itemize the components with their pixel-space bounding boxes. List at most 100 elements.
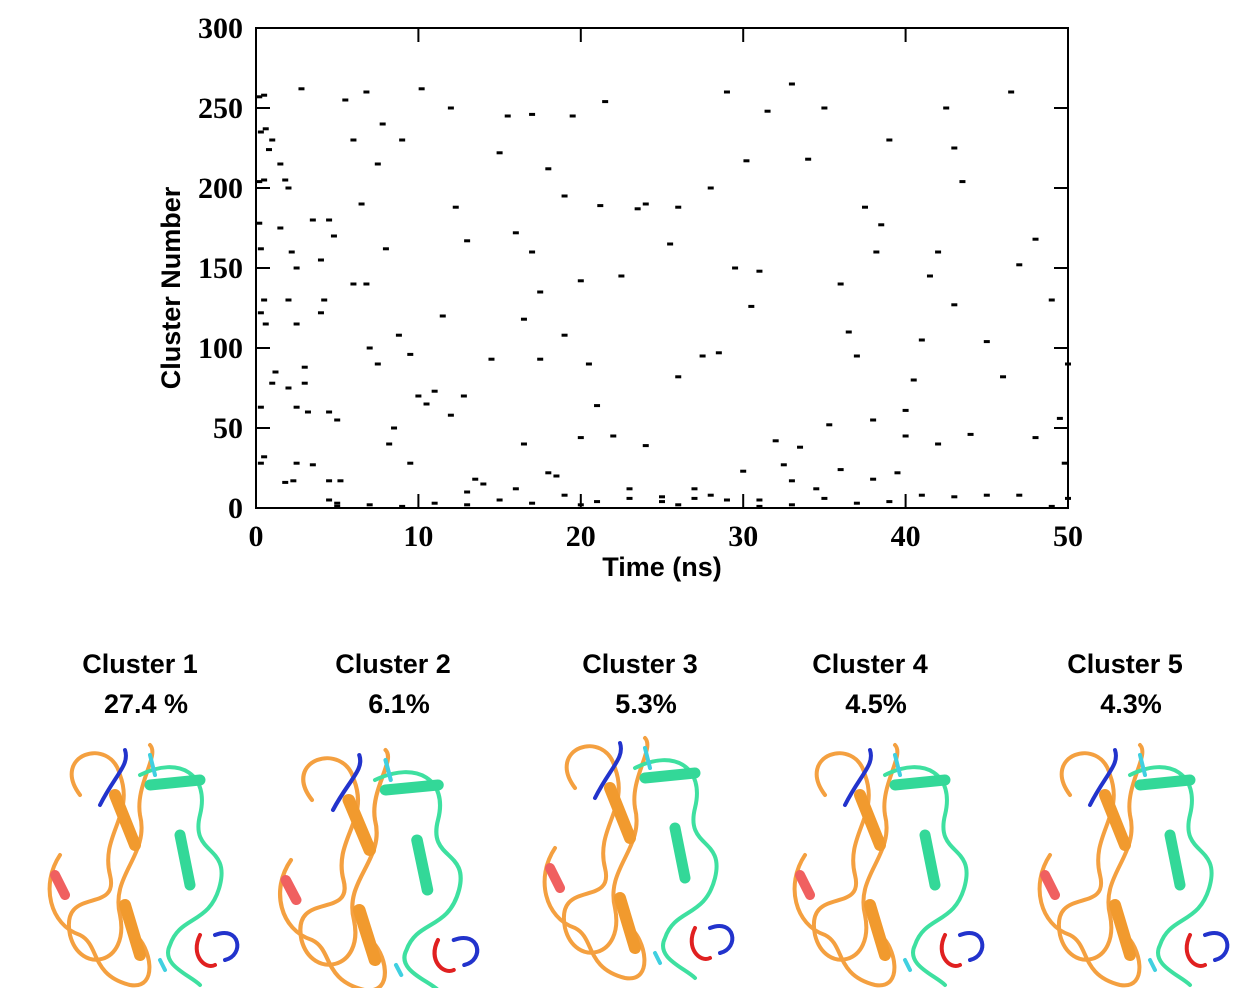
point <box>983 493 990 497</box>
point <box>261 298 268 302</box>
point <box>366 503 373 507</box>
point <box>418 87 425 91</box>
point <box>983 340 990 344</box>
point <box>447 106 454 110</box>
x-tick-label: 50 <box>1053 520 1083 553</box>
y-tick-label: 200 <box>198 172 243 205</box>
point <box>951 146 958 150</box>
point <box>529 250 536 254</box>
point <box>290 479 297 483</box>
point <box>743 159 750 163</box>
point <box>691 487 698 491</box>
plot-frame <box>255 27 1069 509</box>
point <box>756 269 763 273</box>
point <box>520 442 527 446</box>
point <box>423 402 430 406</box>
point <box>464 503 471 507</box>
point <box>317 258 324 262</box>
point <box>870 418 877 422</box>
point <box>756 504 763 508</box>
point <box>951 303 958 307</box>
structure-image <box>280 750 477 988</box>
point <box>723 498 730 502</box>
point <box>321 298 328 302</box>
point <box>1048 298 1055 302</box>
point <box>301 365 308 369</box>
point <box>293 405 300 409</box>
point <box>399 138 406 142</box>
point <box>382 247 389 251</box>
point <box>748 304 755 308</box>
point <box>691 496 698 500</box>
point <box>577 279 584 283</box>
point <box>330 234 337 238</box>
point <box>788 503 795 507</box>
point <box>715 351 722 355</box>
point <box>1056 416 1063 420</box>
point <box>1032 237 1039 241</box>
point <box>326 498 333 502</box>
point <box>813 487 820 491</box>
point <box>317 311 324 315</box>
point <box>780 463 787 467</box>
point <box>772 439 779 443</box>
point <box>1048 504 1055 508</box>
point <box>488 357 495 361</box>
point <box>285 298 292 302</box>
x-tick-label: 0 <box>249 520 264 553</box>
y-tick-label: 150 <box>198 252 243 285</box>
point <box>386 442 393 446</box>
point <box>285 186 292 190</box>
y-tick-label: 50 <box>213 412 243 445</box>
point <box>878 223 885 227</box>
point <box>285 386 292 390</box>
point <box>464 239 471 243</box>
point <box>256 95 263 99</box>
point <box>667 242 674 246</box>
point <box>610 434 617 438</box>
point <box>1000 375 1007 379</box>
point <box>967 432 974 436</box>
x-tick-label: 20 <box>566 520 596 553</box>
point <box>395 333 402 337</box>
point <box>277 162 284 166</box>
point <box>626 487 633 491</box>
point <box>821 106 828 110</box>
point <box>870 477 877 481</box>
point <box>602 100 609 104</box>
point <box>496 151 503 155</box>
point <box>261 455 268 459</box>
structure-image <box>795 745 983 985</box>
point <box>1008 90 1015 94</box>
point <box>447 413 454 417</box>
point <box>334 418 341 422</box>
cluster-name: Cluster 1 <box>82 649 198 679</box>
point <box>675 503 682 507</box>
point <box>257 130 264 134</box>
point <box>675 205 682 209</box>
point <box>326 410 333 414</box>
point <box>334 504 341 508</box>
point <box>935 442 942 446</box>
point <box>460 394 467 398</box>
point <box>561 493 568 497</box>
point <box>504 114 511 118</box>
point <box>594 404 601 408</box>
point <box>262 322 269 326</box>
point <box>959 180 966 184</box>
point <box>293 461 300 465</box>
point <box>894 471 901 475</box>
x-tick-label: 40 <box>891 520 921 553</box>
point <box>926 274 933 278</box>
structure-image <box>545 738 733 978</box>
point <box>326 218 333 222</box>
point <box>309 218 316 222</box>
point <box>452 205 459 209</box>
point <box>594 500 601 504</box>
cluster-name: Cluster 4 <box>812 649 928 679</box>
point <box>374 362 381 366</box>
point <box>366 346 373 350</box>
point <box>862 205 868 209</box>
point <box>261 93 268 97</box>
